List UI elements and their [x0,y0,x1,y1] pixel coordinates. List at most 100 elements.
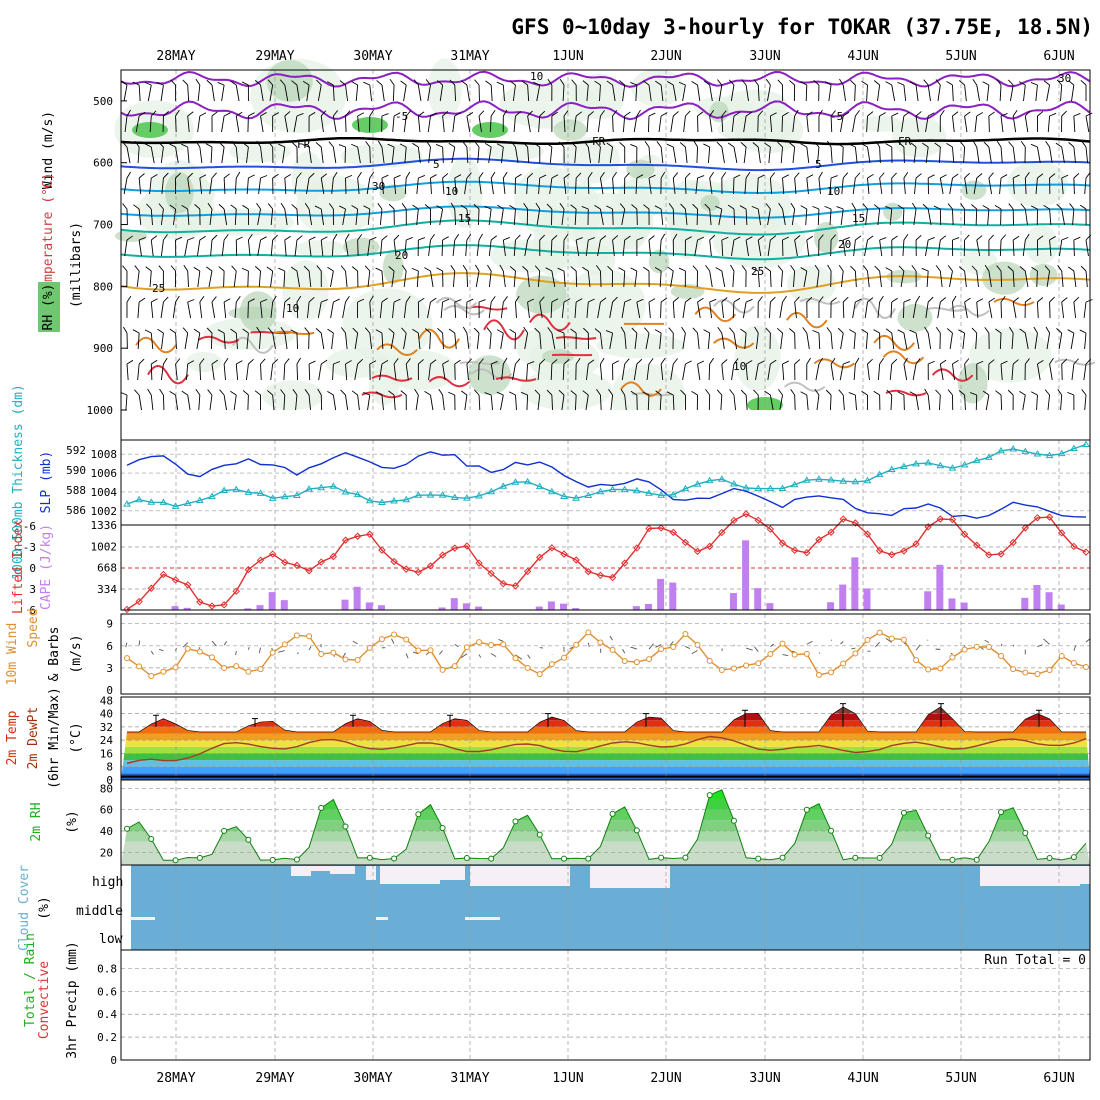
surface-barb [352,640,358,645]
wind-barb [284,84,289,102]
wind-barb [454,332,457,350]
contour-m5 [120,100,1091,121]
wind-barb [1024,177,1027,195]
wind-barb-flag [814,389,820,396]
wind-barb-flag [741,265,747,272]
lifted-index-line-marker [924,523,932,531]
wind-barb [660,84,664,102]
wind-barb-flag [606,205,613,210]
thickness-line-marker [754,484,763,492]
lifted-index-line-marker [402,565,410,573]
wind-barb [246,332,249,350]
wind-barb [782,177,785,195]
thickness-line-marker [693,480,702,487]
wind-barb [743,146,747,164]
wind-barb [308,394,312,412]
wind-barb-flag [284,358,290,365]
wind-barb [891,332,895,350]
wind-barb [682,84,686,102]
thickness-line-marker [900,462,908,470]
wind-barb [284,115,289,133]
wind-barb-flag [405,358,411,365]
wind-barb-flag [757,110,764,117]
wind-barb-flag [935,79,941,86]
wind-barb [442,177,445,195]
contour-label-8: 10 [827,185,840,198]
wind-barb [963,146,966,164]
rh-band-4 [121,799,1090,810]
wind-barb-flag [996,265,1002,272]
wind-barb-flag [211,296,217,303]
wind-barb [537,394,541,412]
wind-barb-flag [636,298,644,303]
wind-speed-line-marker [427,647,434,654]
wind-barb [841,177,844,195]
wind-barb-flag [279,79,286,86]
wind-tick-0: 0 [106,684,113,697]
surface-barb [211,640,217,647]
wind-barb-flag [484,392,492,396]
wind-barb-flag [693,140,698,148]
wind-barb-flag [624,298,632,303]
wind-barb [900,270,905,288]
wind-barb [357,394,360,412]
wind-speed-line-marker [645,656,652,663]
wind-barb [609,332,614,350]
contour-lowlevel [713,337,755,349]
wind-barb [392,115,395,133]
wind-barb [393,363,397,381]
wind-barb-flag [988,297,995,303]
wind-barb-flag [570,204,577,210]
wind-barb-flag [473,327,480,334]
wind-barb-flag [1085,299,1093,303]
surface-barb [648,643,654,650]
lifted-index-line-marker [329,552,338,561]
rh-blob [486,142,544,161]
wind-barb [1034,332,1038,350]
wind-barb-flag [1000,296,1006,303]
wind-barb [599,177,604,195]
wind-barb [187,208,190,226]
thickness-line-marker [705,476,714,484]
precip-tick-0.8: 0.8 [97,962,117,975]
lifted-index-line-marker [1009,538,1017,547]
wind-barb [223,301,227,319]
wind-barb [779,394,783,412]
wind-barb-flag [1067,329,1075,334]
wind-barb [659,239,662,257]
wind-barb [429,332,431,350]
wind-barb [1012,146,1016,164]
wind-barb-flag [175,109,180,117]
wind-barb [1036,146,1041,164]
wind-barb [720,394,723,412]
wind-barb [258,177,261,195]
temp-band-10 [121,707,1090,714]
wind-barb-flag [681,326,686,334]
wind-barb-flag [1000,234,1007,241]
wind-barb [345,394,349,412]
thickness-line-marker [390,497,398,504]
wind-barb-flag [442,173,449,179]
wind-barb-flag [898,265,905,272]
contour-lowlevel [147,364,189,385]
wind-barb [733,208,736,226]
wind-barb [211,84,215,102]
wind-barb [597,115,601,133]
wind-barb-flag [413,79,419,86]
wind-speed-line-marker [196,648,203,655]
wind-barb [767,208,771,226]
thickness-line-marker [353,490,362,498]
rh-blob-dark [883,202,903,222]
wind-speed-line-marker [925,666,932,673]
wind-barb-flag [369,360,377,365]
precip-ylabel-1: Total / Rain [23,933,38,1027]
wind-barb [744,332,747,350]
wind-speed-line-marker [269,649,276,656]
wind-barb-flag [304,389,310,396]
thickness-line-marker [730,480,738,487]
wind-barb [258,332,261,350]
surface-barb [840,641,844,645]
wind-barb [792,270,796,288]
cape-bar [244,608,252,610]
